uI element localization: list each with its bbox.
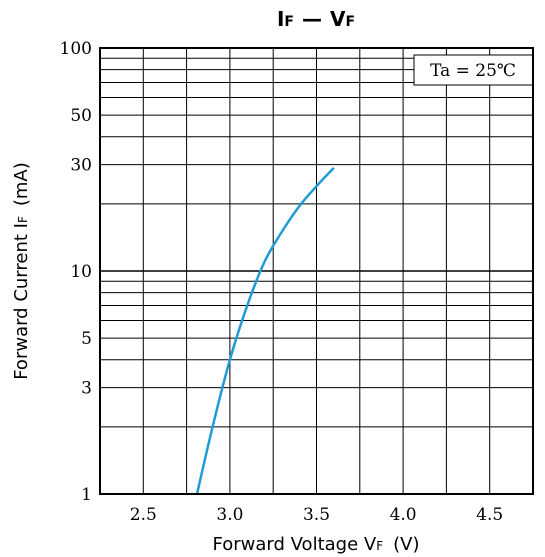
y-tick-label: 50	[70, 106, 92, 126]
y-axis-label-unit: (mA)	[11, 162, 32, 206]
series-line	[195, 167, 335, 495]
x-tick-labels: 2.5 3.0 3.5 4.0 4.5	[130, 505, 503, 525]
y-axis-label-main: Forward Current I	[11, 223, 32, 380]
x-axis-label-sub: F	[376, 539, 383, 553]
y-tick-label: 5	[81, 329, 92, 349]
x-axis-label-unit: (V)	[393, 534, 419, 555]
title-main-v: V	[330, 7, 346, 31]
x-tick-label: 2.5	[130, 505, 157, 525]
y-tick-label: 10	[70, 262, 92, 282]
y-tick-label: 1	[81, 485, 92, 505]
y-axis-label: Forward Current IF (mA)	[11, 162, 32, 380]
chart-title: IF — VF	[277, 7, 355, 31]
grid	[100, 48, 533, 494]
y-axis-label-sub: F	[16, 216, 30, 223]
title-main-i: I	[277, 7, 284, 31]
plot-frame	[99, 47, 534, 495]
annotation-box	[413, 54, 534, 86]
y-tick-label: 100	[60, 39, 92, 59]
y-tick-label: 30	[70, 156, 92, 176]
y-tick-label: 3	[81, 379, 92, 399]
x-tick-label: 4.5	[476, 505, 503, 525]
title-dash: —	[302, 7, 322, 31]
x-tick-label: 4.0	[390, 505, 417, 525]
x-axis-label-main: Forward Voltage V	[213, 534, 377, 555]
title-sub-f2: F	[345, 14, 355, 30]
x-tick-label: 3.5	[303, 505, 330, 525]
x-tick-label: 3.0	[216, 505, 243, 525]
title-sub-f1: F	[284, 14, 294, 30]
annotation-text: Ta = 25℃	[430, 61, 516, 81]
x-axis-label: Forward Voltage VF (V)	[213, 534, 420, 555]
y-tick-labels: 1 3 5 10 30 50 100	[60, 39, 92, 505]
